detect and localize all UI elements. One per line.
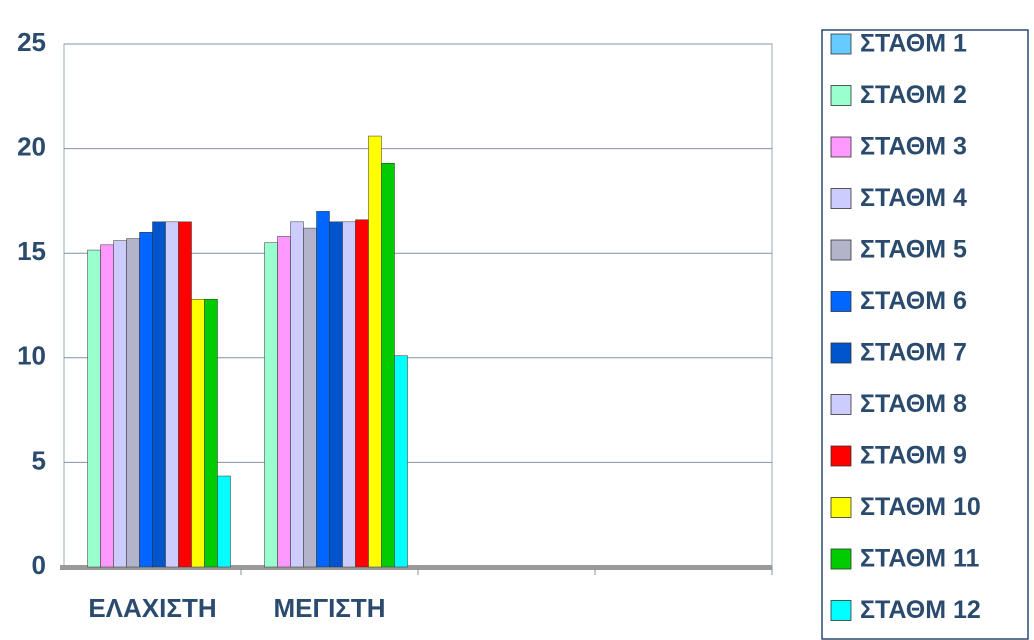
legend-label: ΣΤΑΘΜ 4	[860, 184, 967, 212]
bar	[152, 221, 166, 568]
legend-swatch	[830, 600, 852, 621]
bar	[368, 135, 382, 568]
bar	[204, 298, 218, 568]
bar	[217, 475, 231, 568]
bar	[178, 221, 192, 568]
bar	[87, 249, 101, 568]
legend-swatch	[830, 342, 852, 364]
x-tick-label: ΜΕΓΙΣΤΗ	[273, 593, 385, 623]
bar	[100, 244, 114, 568]
bar	[113, 240, 127, 568]
legend-swatch	[830, 33, 852, 55]
bar	[355, 219, 369, 568]
legend-label: ΣΤΑΘΜ 1	[860, 30, 967, 58]
bar	[381, 162, 395, 568]
bar	[329, 221, 343, 568]
y-tick-label: 5	[32, 445, 46, 475]
y-tick-label: 15	[17, 236, 46, 266]
legend-swatch	[830, 497, 852, 518]
legend-label: ΣΤΑΘΜ 12	[860, 596, 981, 624]
bar	[191, 298, 205, 568]
legend-label: ΣΤΑΘΜ 10	[860, 493, 981, 521]
legend-box	[821, 29, 1029, 640]
bar	[394, 355, 408, 568]
y-tick-label: 20	[17, 131, 46, 161]
floor	[60, 565, 772, 570]
legend-label: ΣΤΑΘΜ 9	[860, 442, 967, 470]
legend-swatch	[830, 136, 852, 158]
bar	[165, 221, 179, 568]
y-tick-label: 10	[17, 341, 46, 371]
legend-swatch	[830, 85, 852, 106]
bar	[342, 221, 356, 568]
bar	[277, 236, 291, 568]
legend-label: ΣΤΑΘΜ 3	[860, 133, 967, 161]
legend-label: ΣΤΑΘΜ 5	[860, 236, 967, 264]
legend-swatch	[830, 445, 852, 467]
legend-swatch	[830, 239, 852, 261]
bar	[303, 227, 317, 568]
bar	[264, 242, 278, 568]
y-tick-label: 0	[32, 550, 46, 580]
bar	[139, 232, 153, 568]
legend-label: ΣΤΑΘΜ 2	[860, 81, 967, 109]
bar	[290, 221, 304, 568]
bar	[126, 238, 140, 568]
legend-swatch	[830, 291, 852, 312]
legend-label: ΣΤΑΘΜ 11	[860, 545, 980, 573]
legend-label: ΣΤΑΘΜ 8	[860, 390, 967, 418]
x-tick-label: ΕΛΑΧΙΣΤΗ	[88, 593, 216, 623]
legend-label: ΣΤΑΘΜ 7	[860, 339, 967, 367]
legend-swatch	[830, 188, 852, 209]
y-tick-label: 25	[17, 27, 46, 57]
bar	[316, 211, 330, 568]
legend-label: ΣΤΑΘΜ 6	[860, 287, 967, 315]
legend-swatch	[830, 394, 852, 415]
legend-swatch	[830, 548, 852, 570]
